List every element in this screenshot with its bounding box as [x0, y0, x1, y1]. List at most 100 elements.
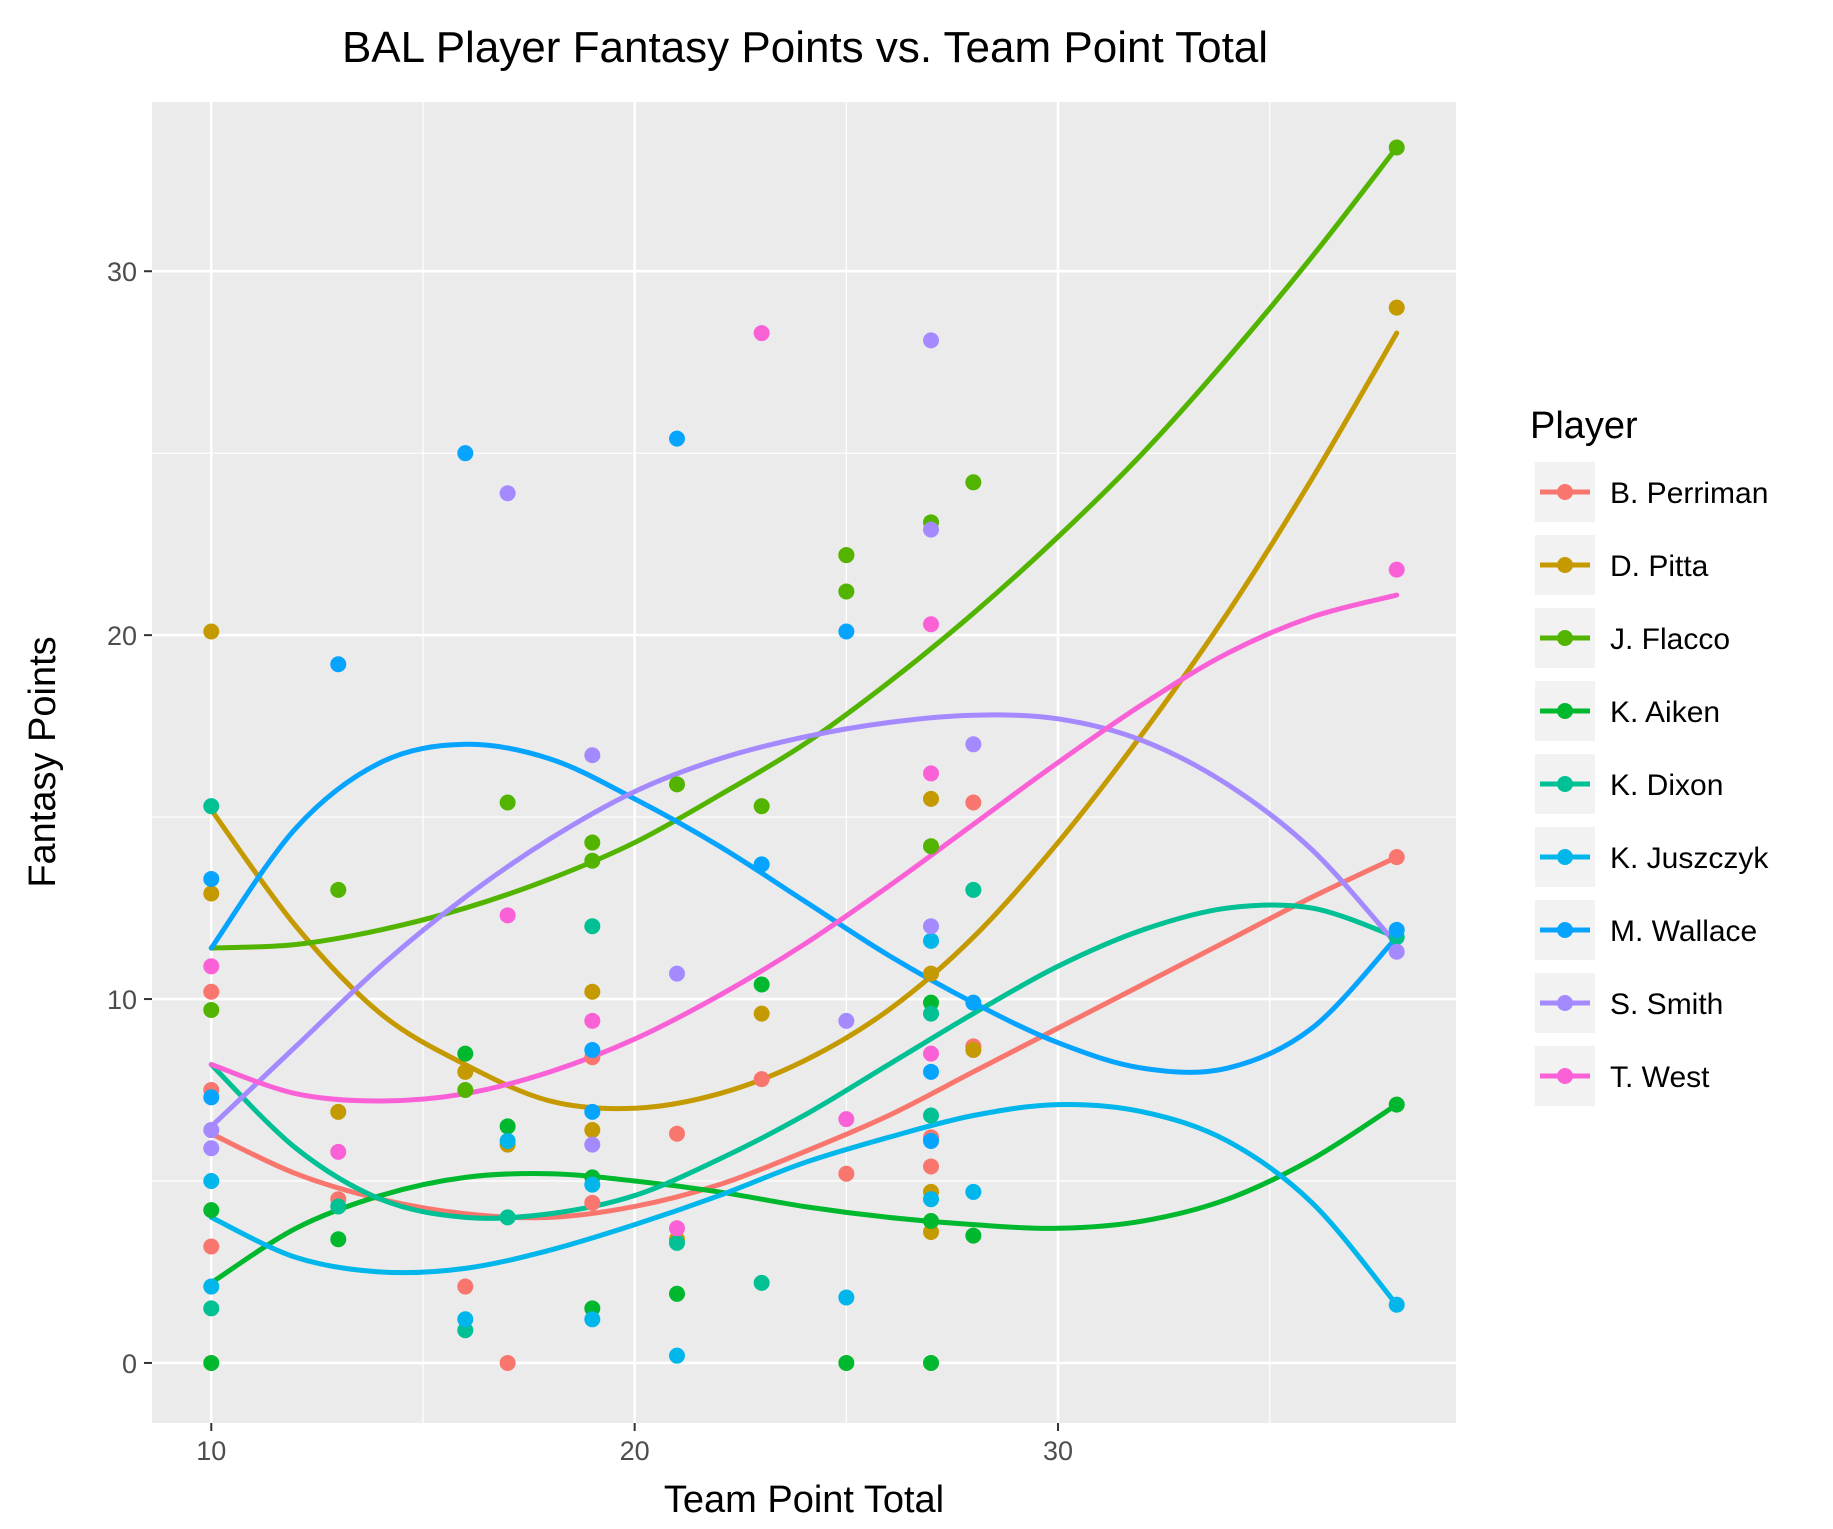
legend-key-point [1557, 849, 1573, 865]
fit-line-b-perriman [208, 854, 1400, 1221]
point-d-pitta [330, 1103, 347, 1120]
point-d-pitta [203, 623, 220, 640]
point-k-dixon [923, 1107, 940, 1124]
point-k-dixon [203, 798, 220, 815]
legend-label-s-smith: S. Smith [1610, 988, 1723, 1021]
point-j-flacco [499, 794, 516, 811]
point-k-juszczyk [584, 1176, 601, 1193]
legend-title: Player [1530, 405, 1638, 447]
y-tick-label: 30 [107, 257, 137, 287]
point-k-juszczyk [965, 1183, 982, 1200]
point-d-pitta [923, 965, 940, 982]
point-s-smith [584, 747, 601, 764]
point-k-dixon [668, 1234, 685, 1251]
point-k-aiken [923, 1354, 940, 1371]
point-j-flacco [584, 852, 601, 869]
point-k-juszczyk [1388, 1296, 1405, 1313]
point-j-flacco [753, 798, 770, 815]
fit-lines [208, 144, 1400, 1308]
point-d-pitta [457, 1063, 474, 1080]
point-j-flacco [965, 474, 982, 491]
point-t-west [668, 1220, 685, 1237]
point-m-wallace [330, 656, 347, 673]
point-k-aiken [499, 1118, 516, 1135]
fit-line-k-dixon [208, 902, 1400, 1221]
x-tick-label: 20 [620, 1436, 650, 1466]
point-k-juszczyk [203, 1278, 220, 1295]
point-d-pitta [584, 983, 601, 1000]
point-b-perriman [584, 1194, 601, 1211]
point-d-pitta [584, 1122, 601, 1139]
legend-label-d-pitta: D. Pitta [1610, 550, 1709, 583]
point-m-wallace [923, 1132, 940, 1149]
point-m-wallace [923, 1063, 940, 1080]
legend-label-k-aiken: K. Aiken [1610, 696, 1720, 729]
y-axis-title: Fantasy Points [22, 636, 64, 887]
point-k-aiken [457, 1045, 474, 1062]
point-m-wallace [584, 1103, 601, 1120]
point-m-wallace [203, 1089, 220, 1106]
point-k-juszczyk [838, 1289, 855, 1306]
y-tick-label: 20 [107, 621, 137, 651]
point-k-dixon [203, 1300, 220, 1317]
fit-line-m-wallace [208, 741, 1400, 1075]
point-k-aiken [1388, 1096, 1405, 1113]
point-k-aiken [668, 1285, 685, 1302]
point-k-dixon [584, 918, 601, 935]
y-tick-label: 10 [107, 985, 137, 1015]
point-t-west [203, 958, 220, 975]
fit-line-j-flacco [208, 144, 1400, 951]
point-t-west [923, 616, 940, 633]
point-j-flacco [1388, 139, 1405, 156]
point-d-pitta [1388, 299, 1405, 316]
legend-key-point [1557, 1068, 1573, 1084]
point-k-juszczyk [923, 1191, 940, 1208]
point-m-wallace [457, 445, 474, 462]
point-m-wallace [668, 430, 685, 447]
point-s-smith [203, 1122, 220, 1139]
axes: 10 20 30 0 10 20 30 [107, 257, 1073, 1466]
x-tick-label: 30 [1043, 1436, 1073, 1466]
point-b-perriman [499, 1354, 516, 1371]
point-m-wallace [203, 870, 220, 887]
point-j-flacco [203, 1001, 220, 1018]
chart-title: BAL Player Fantasy Points vs. Team Point… [342, 23, 1268, 72]
legend-label-j-flacco: J. Flacco [1610, 623, 1730, 656]
point-s-smith [923, 521, 940, 538]
plot-panel [152, 102, 1456, 1423]
point-j-flacco [668, 776, 685, 793]
point-j-flacco [838, 583, 855, 600]
point-s-smith [965, 736, 982, 753]
point-k-juszczyk [457, 1311, 474, 1328]
point-m-wallace [584, 1041, 601, 1058]
point-s-smith [203, 1140, 220, 1157]
point-t-west [584, 1012, 601, 1029]
point-m-wallace [965, 994, 982, 1011]
legend-label-t-west: T. West [1610, 1061, 1710, 1094]
point-b-perriman [457, 1278, 474, 1295]
point-j-flacco [923, 838, 940, 855]
point-m-wallace [1388, 921, 1405, 938]
point-s-smith [668, 965, 685, 982]
point-s-smith [923, 332, 940, 349]
point-s-smith [499, 485, 516, 502]
point-d-pitta [923, 790, 940, 807]
point-k-aiken [923, 1213, 940, 1230]
point-k-aiken [203, 1354, 220, 1371]
legend-key-point [1557, 703, 1573, 719]
x-tick-label: 10 [196, 1436, 226, 1466]
y-tick-label: 0 [122, 1349, 137, 1379]
point-t-west [923, 1045, 940, 1062]
legend-label-k-dixon: K. Dixon [1610, 769, 1723, 802]
point-j-flacco [457, 1082, 474, 1099]
point-b-perriman [668, 1125, 685, 1142]
point-b-perriman [203, 1238, 220, 1255]
legend-key-point [1557, 484, 1573, 500]
point-k-aiken [838, 1354, 855, 1371]
point-k-juszczyk [584, 1311, 601, 1328]
fit-line-t-west [208, 592, 1400, 1104]
point-b-perriman [753, 1071, 770, 1088]
point-k-juszczyk [923, 932, 940, 949]
point-m-wallace [838, 623, 855, 640]
